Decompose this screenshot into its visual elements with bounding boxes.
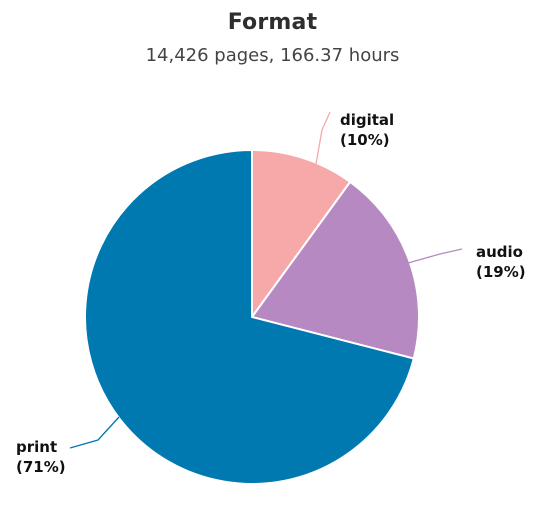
chart-subtitle: 14,426 pages, 166.37 hours [145, 45, 400, 66]
slice-label-digital: digital (10%) [340, 111, 394, 149]
slice-label-pct-digital: (10%) [340, 131, 390, 149]
slice-labels: digital (10%) audio (19%) print (71%) [16, 111, 526, 476]
slice-label-audio: audio (19%) [476, 243, 526, 281]
leader-line-print [69, 416, 120, 449]
leader-line-digital [315, 111, 331, 165]
pie-slice-print [84, 149, 415, 485]
slice-label-pct-audio: (19%) [476, 263, 526, 281]
slice-label-print: print (71%) [16, 438, 66, 476]
chart-title: Format [227, 10, 318, 35]
slice-label-pct-print: (71%) [16, 458, 66, 476]
leader-line-audio [407, 248, 463, 264]
pie-slices [84, 149, 420, 485]
slice-label-name-audio: audio [476, 243, 523, 261]
slice-label-name-digital: digital [340, 111, 394, 129]
pie-slice-digital [251, 149, 352, 318]
slice-label-name-print: print [16, 438, 57, 456]
label-leader-lines [69, 111, 463, 449]
pie-slice-audio [251, 180, 420, 360]
